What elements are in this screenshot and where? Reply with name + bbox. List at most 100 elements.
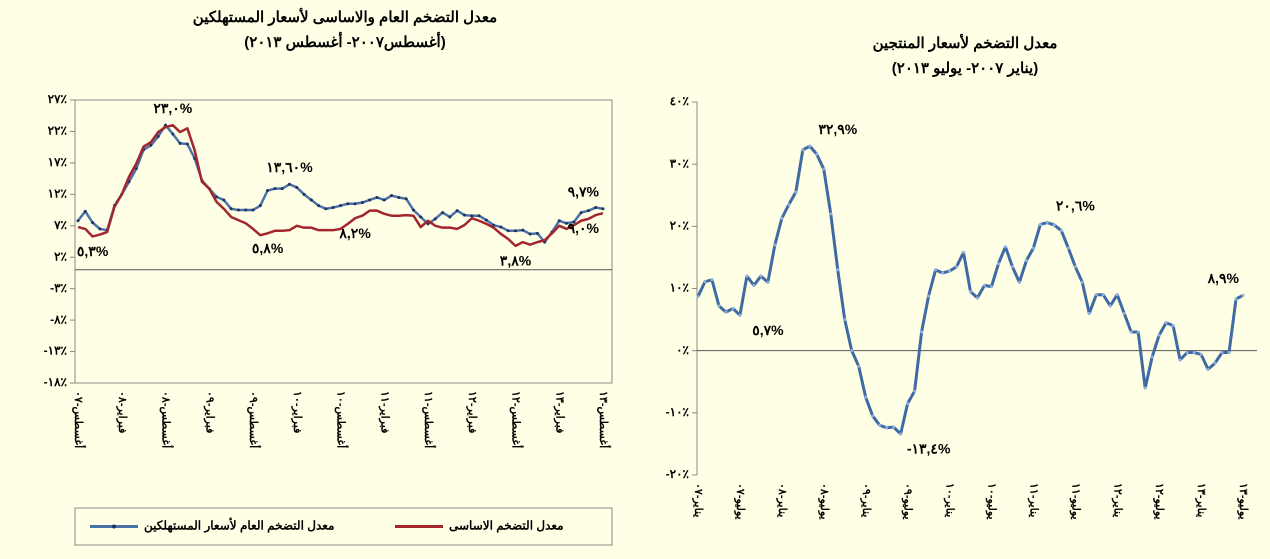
point <box>1031 246 1035 250</box>
point <box>331 206 335 210</box>
point <box>579 211 583 215</box>
point <box>710 278 714 282</box>
data-label: ٨,٢% <box>338 225 371 241</box>
data-label: ٣,٨% <box>500 253 532 269</box>
x-tick-label: يوليو-١٣ <box>1237 483 1249 520</box>
point <box>899 432 903 436</box>
x-tick-label: فبراير-٠٩ <box>203 391 215 433</box>
point <box>801 148 805 152</box>
point <box>787 203 791 207</box>
point <box>1122 311 1126 315</box>
point <box>1143 386 1147 390</box>
y-tick-label: -٨٪ <box>50 312 67 326</box>
y-tick-label: ٧٪ <box>53 218 67 232</box>
point <box>557 219 561 223</box>
y-tick-label: ٤٠٪ <box>670 94 690 108</box>
point <box>251 208 255 212</box>
point <box>1073 265 1077 269</box>
point <box>499 225 503 229</box>
point <box>1087 311 1091 315</box>
x-tick-label: يناير-١٢ <box>1111 483 1123 517</box>
point <box>934 268 938 272</box>
point <box>419 215 423 219</box>
point <box>941 271 945 275</box>
point <box>1108 304 1112 308</box>
line-series <box>77 123 604 248</box>
legend-label: معدل التضخم الاساسى <box>449 519 564 534</box>
x-tick-label: يوليو-١١ <box>1069 483 1081 520</box>
data-label: ١٣,٦٠% <box>266 159 313 175</box>
point <box>149 143 153 147</box>
point <box>1227 351 1231 355</box>
x-tick-label: فبراير-١٣ <box>553 391 565 433</box>
x-tick-label: يوليو-١٢ <box>1153 483 1165 520</box>
y-tick-label: ١٢٪ <box>48 187 68 201</box>
x-tick-label: أغسطس-٠٧ <box>72 391 86 448</box>
point <box>1052 223 1056 227</box>
point <box>535 231 539 235</box>
point <box>1220 351 1224 355</box>
data-label: ٥,٧% <box>752 322 784 338</box>
point <box>766 280 770 284</box>
point <box>759 274 763 278</box>
chart-subtitle: (يناير ٢٠٠٧- يوليو ٢٠١٣) <box>892 60 1038 77</box>
point <box>346 202 350 206</box>
point <box>1136 330 1140 334</box>
data-label: ٨,٩% <box>1207 270 1240 286</box>
point <box>927 294 931 298</box>
y-tick-label: -٢٠٪ <box>666 467 690 481</box>
point <box>287 182 291 186</box>
x-tick-label: يوليو-٠٧ <box>734 483 746 520</box>
point <box>1164 321 1168 325</box>
point <box>878 423 882 427</box>
data-label: ٥,٣% <box>77 243 109 259</box>
y-tick-label: -١٣٪ <box>44 344 68 358</box>
point <box>731 306 735 310</box>
x-tick-label: أغسطس-١٣ <box>597 391 611 448</box>
data-label: ٢٣,٠% <box>153 100 192 116</box>
point <box>871 414 875 418</box>
point <box>717 304 721 308</box>
point <box>411 208 415 212</box>
point <box>1192 351 1196 355</box>
point <box>185 142 189 146</box>
point <box>317 204 321 208</box>
point <box>1038 222 1042 226</box>
point <box>1101 293 1105 297</box>
point <box>404 197 408 201</box>
point <box>1059 229 1063 233</box>
point <box>484 218 488 222</box>
point <box>1241 293 1245 297</box>
data-label: ٩,٠% <box>568 220 600 236</box>
point <box>857 364 861 368</box>
point <box>794 190 798 194</box>
point <box>244 208 248 212</box>
x-tick-label: يناير-١٣ <box>1195 483 1207 517</box>
chart-title: معدل التضخم العام والاساسى لأسعار المسته… <box>193 7 497 26</box>
point <box>948 269 952 273</box>
x-tick-label: يوليو-١٠ <box>986 483 998 520</box>
point <box>91 221 95 225</box>
point <box>1010 265 1014 269</box>
x-tick-label: أغسطس-٠٨ <box>160 391 174 448</box>
y-tick-label: ٢٧٪ <box>48 92 68 106</box>
point <box>433 217 437 221</box>
x-tick-label: يوليو-٠٩ <box>902 483 914 520</box>
point <box>913 389 917 393</box>
plot-area <box>74 99 613 384</box>
legend-label: معدل التضخم العام لأسعار المستهلكين <box>144 518 334 534</box>
point <box>982 283 986 287</box>
point <box>441 211 445 215</box>
point <box>969 290 972 294</box>
point <box>470 214 474 218</box>
point <box>962 250 966 254</box>
point <box>266 189 270 193</box>
point <box>745 274 749 278</box>
point <box>339 204 342 208</box>
point <box>1066 246 1070 250</box>
point <box>178 141 182 145</box>
point <box>822 167 826 171</box>
data-label: ٥,٨% <box>252 240 284 256</box>
